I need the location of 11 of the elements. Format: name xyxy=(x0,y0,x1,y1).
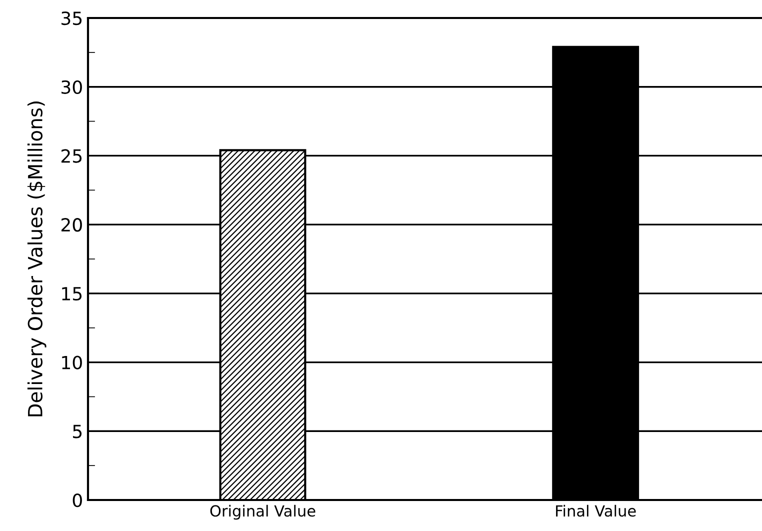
y-tick-label: 0 xyxy=(72,493,82,508)
y-tick-label: 25 xyxy=(61,149,82,163)
y-tick-label: 15 xyxy=(62,287,82,301)
y-tick-label: 10 xyxy=(62,356,82,370)
x-tick-label: Original Value xyxy=(210,504,316,520)
y-tick-label: 35 xyxy=(62,11,82,26)
y-tick-label: 5 xyxy=(73,424,82,438)
y-tick-label: 20 xyxy=(61,218,82,232)
x-tick-label: Final Value xyxy=(556,504,636,517)
y-axis-title: Delivery Order Values ($Millions) xyxy=(27,102,46,416)
y-tick-label: 30 xyxy=(62,80,82,94)
